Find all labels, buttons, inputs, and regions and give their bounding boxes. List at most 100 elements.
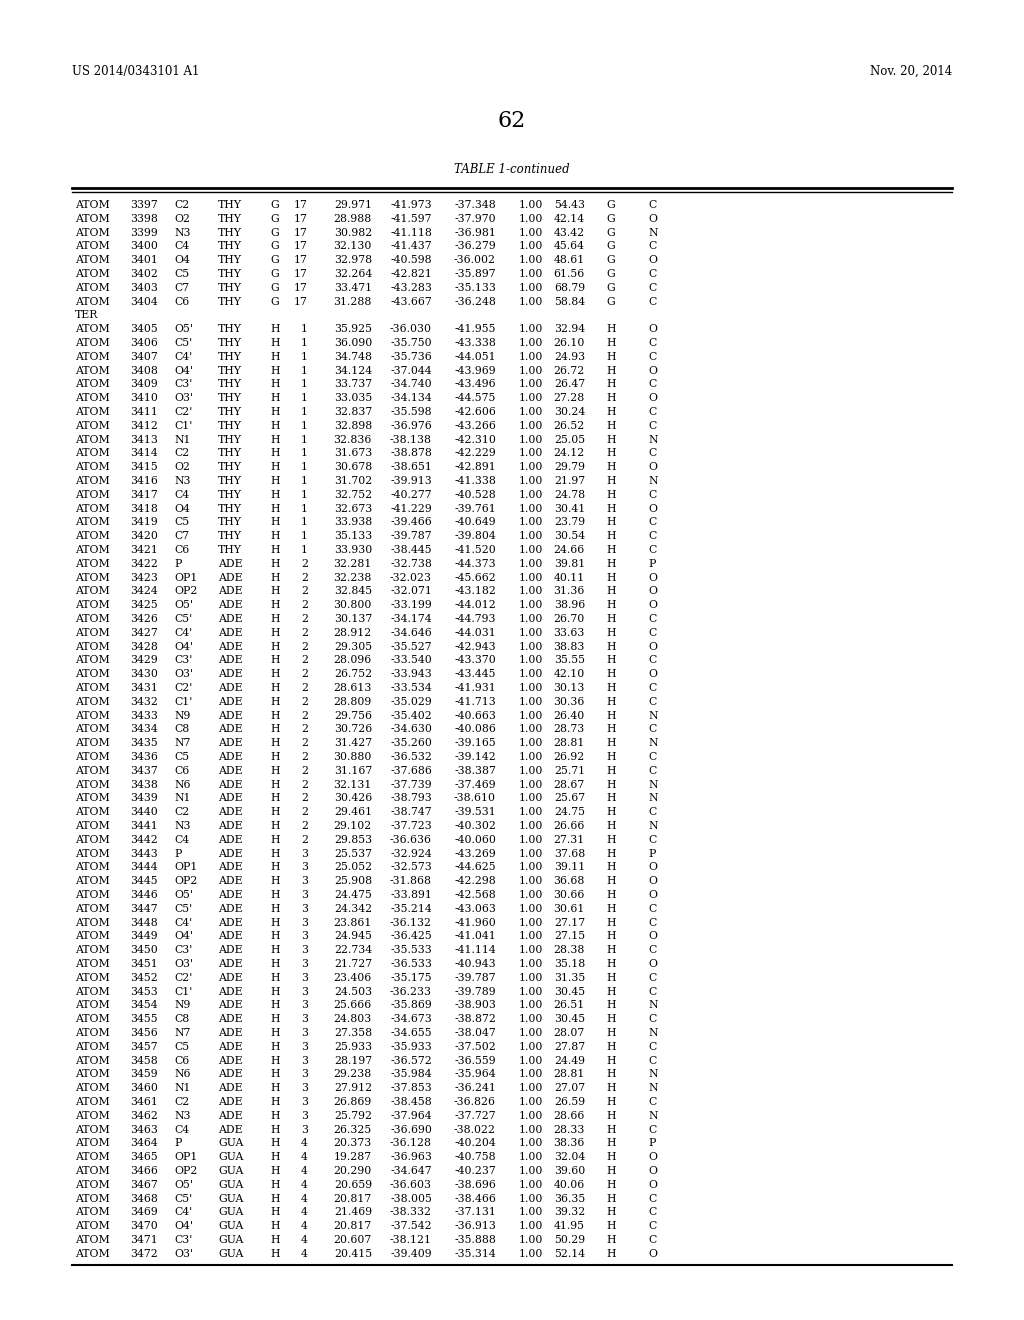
Text: 33.737: 33.737 xyxy=(334,379,372,389)
Text: 38.96: 38.96 xyxy=(554,601,585,610)
Text: 33.938: 33.938 xyxy=(334,517,372,528)
Text: 1: 1 xyxy=(301,504,308,513)
Text: 52.14: 52.14 xyxy=(554,1249,585,1259)
Text: H: H xyxy=(606,945,615,956)
Text: C1': C1' xyxy=(174,697,193,706)
Text: H: H xyxy=(270,338,280,348)
Text: 1.00: 1.00 xyxy=(518,1166,543,1176)
Text: C5: C5 xyxy=(174,1041,189,1052)
Text: 27.31: 27.31 xyxy=(554,834,585,845)
Text: H: H xyxy=(270,876,280,886)
Text: ATOM: ATOM xyxy=(75,986,110,997)
Text: ATOM: ATOM xyxy=(75,558,110,569)
Text: ADE: ADE xyxy=(218,960,243,969)
Text: O: O xyxy=(648,504,657,513)
Text: C: C xyxy=(648,766,656,776)
Text: H: H xyxy=(270,808,280,817)
Text: C: C xyxy=(648,1125,656,1135)
Text: -36.690: -36.690 xyxy=(390,1125,432,1135)
Text: -35.897: -35.897 xyxy=(455,269,496,279)
Text: 3448: 3448 xyxy=(130,917,158,928)
Text: 31.288: 31.288 xyxy=(334,297,372,306)
Text: H: H xyxy=(270,614,280,624)
Text: -32.738: -32.738 xyxy=(390,558,432,569)
Text: 28.809: 28.809 xyxy=(334,697,372,706)
Text: ADE: ADE xyxy=(218,1056,243,1065)
Text: H: H xyxy=(606,1152,615,1162)
Text: GUA: GUA xyxy=(218,1221,244,1232)
Text: THY: THY xyxy=(218,269,242,279)
Text: 37.68: 37.68 xyxy=(554,849,585,858)
Text: 26.66: 26.66 xyxy=(554,821,585,832)
Text: 3463: 3463 xyxy=(130,1125,158,1135)
Text: 1.00: 1.00 xyxy=(518,201,543,210)
Text: 3472: 3472 xyxy=(130,1249,158,1259)
Text: H: H xyxy=(606,697,615,706)
Text: P: P xyxy=(174,1138,181,1148)
Text: C: C xyxy=(648,269,656,279)
Text: 17: 17 xyxy=(294,269,308,279)
Text: H: H xyxy=(270,1138,280,1148)
Text: ADE: ADE xyxy=(218,1028,243,1038)
Text: 1.00: 1.00 xyxy=(518,917,543,928)
Text: 1.00: 1.00 xyxy=(518,1236,543,1245)
Text: N3: N3 xyxy=(174,1111,190,1121)
Text: 20.415: 20.415 xyxy=(334,1249,372,1259)
Text: 1: 1 xyxy=(301,366,308,376)
Text: 32.673: 32.673 xyxy=(334,504,372,513)
Text: H: H xyxy=(270,366,280,376)
Text: N: N xyxy=(648,1028,657,1038)
Text: 30.13: 30.13 xyxy=(554,682,585,693)
Text: 3401: 3401 xyxy=(130,255,158,265)
Text: 2: 2 xyxy=(301,656,308,665)
Text: 3420: 3420 xyxy=(130,531,158,541)
Text: -37.727: -37.727 xyxy=(455,1111,496,1121)
Text: ADE: ADE xyxy=(218,738,243,748)
Text: 3446: 3446 xyxy=(130,890,158,900)
Text: 28.096: 28.096 xyxy=(334,656,372,665)
Text: 3465: 3465 xyxy=(130,1152,158,1162)
Text: ADE: ADE xyxy=(218,780,243,789)
Text: -34.134: -34.134 xyxy=(390,393,432,403)
Text: H: H xyxy=(270,1152,280,1162)
Text: 1.00: 1.00 xyxy=(518,393,543,403)
Text: 17: 17 xyxy=(294,297,308,306)
Text: H: H xyxy=(606,421,615,430)
Text: 24.78: 24.78 xyxy=(554,490,585,500)
Text: ADE: ADE xyxy=(218,558,243,569)
Text: -37.853: -37.853 xyxy=(390,1084,432,1093)
Text: ADE: ADE xyxy=(218,821,243,832)
Text: 29.756: 29.756 xyxy=(334,710,372,721)
Text: -34.630: -34.630 xyxy=(390,725,432,734)
Text: 23.861: 23.861 xyxy=(334,917,372,928)
Text: ATOM: ATOM xyxy=(75,1097,110,1107)
Text: -36.132: -36.132 xyxy=(390,917,432,928)
Text: ATOM: ATOM xyxy=(75,1001,110,1010)
Text: -36.248: -36.248 xyxy=(454,297,496,306)
Text: G: G xyxy=(270,227,279,238)
Text: ATOM: ATOM xyxy=(75,793,110,804)
Text: H: H xyxy=(270,477,280,486)
Text: 3428: 3428 xyxy=(130,642,158,652)
Text: -44.793: -44.793 xyxy=(455,614,496,624)
Text: ADE: ADE xyxy=(218,808,243,817)
Text: G: G xyxy=(270,269,279,279)
Text: H: H xyxy=(270,1166,280,1176)
Text: GUA: GUA xyxy=(218,1193,244,1204)
Text: 24.945: 24.945 xyxy=(334,932,372,941)
Text: GUA: GUA xyxy=(218,1166,244,1176)
Text: H: H xyxy=(270,1111,280,1121)
Text: 36.68: 36.68 xyxy=(554,876,585,886)
Text: 34.748: 34.748 xyxy=(334,352,372,362)
Text: ADE: ADE xyxy=(218,628,243,638)
Text: -41.931: -41.931 xyxy=(455,682,496,693)
Text: 4: 4 xyxy=(301,1152,308,1162)
Text: ATOM: ATOM xyxy=(75,849,110,858)
Text: -37.469: -37.469 xyxy=(455,780,496,789)
Text: THY: THY xyxy=(218,393,242,403)
Text: ATOM: ATOM xyxy=(75,890,110,900)
Text: 3419: 3419 xyxy=(130,517,158,528)
Text: ATOM: ATOM xyxy=(75,242,110,251)
Text: P: P xyxy=(174,849,181,858)
Text: -36.233: -36.233 xyxy=(390,986,432,997)
